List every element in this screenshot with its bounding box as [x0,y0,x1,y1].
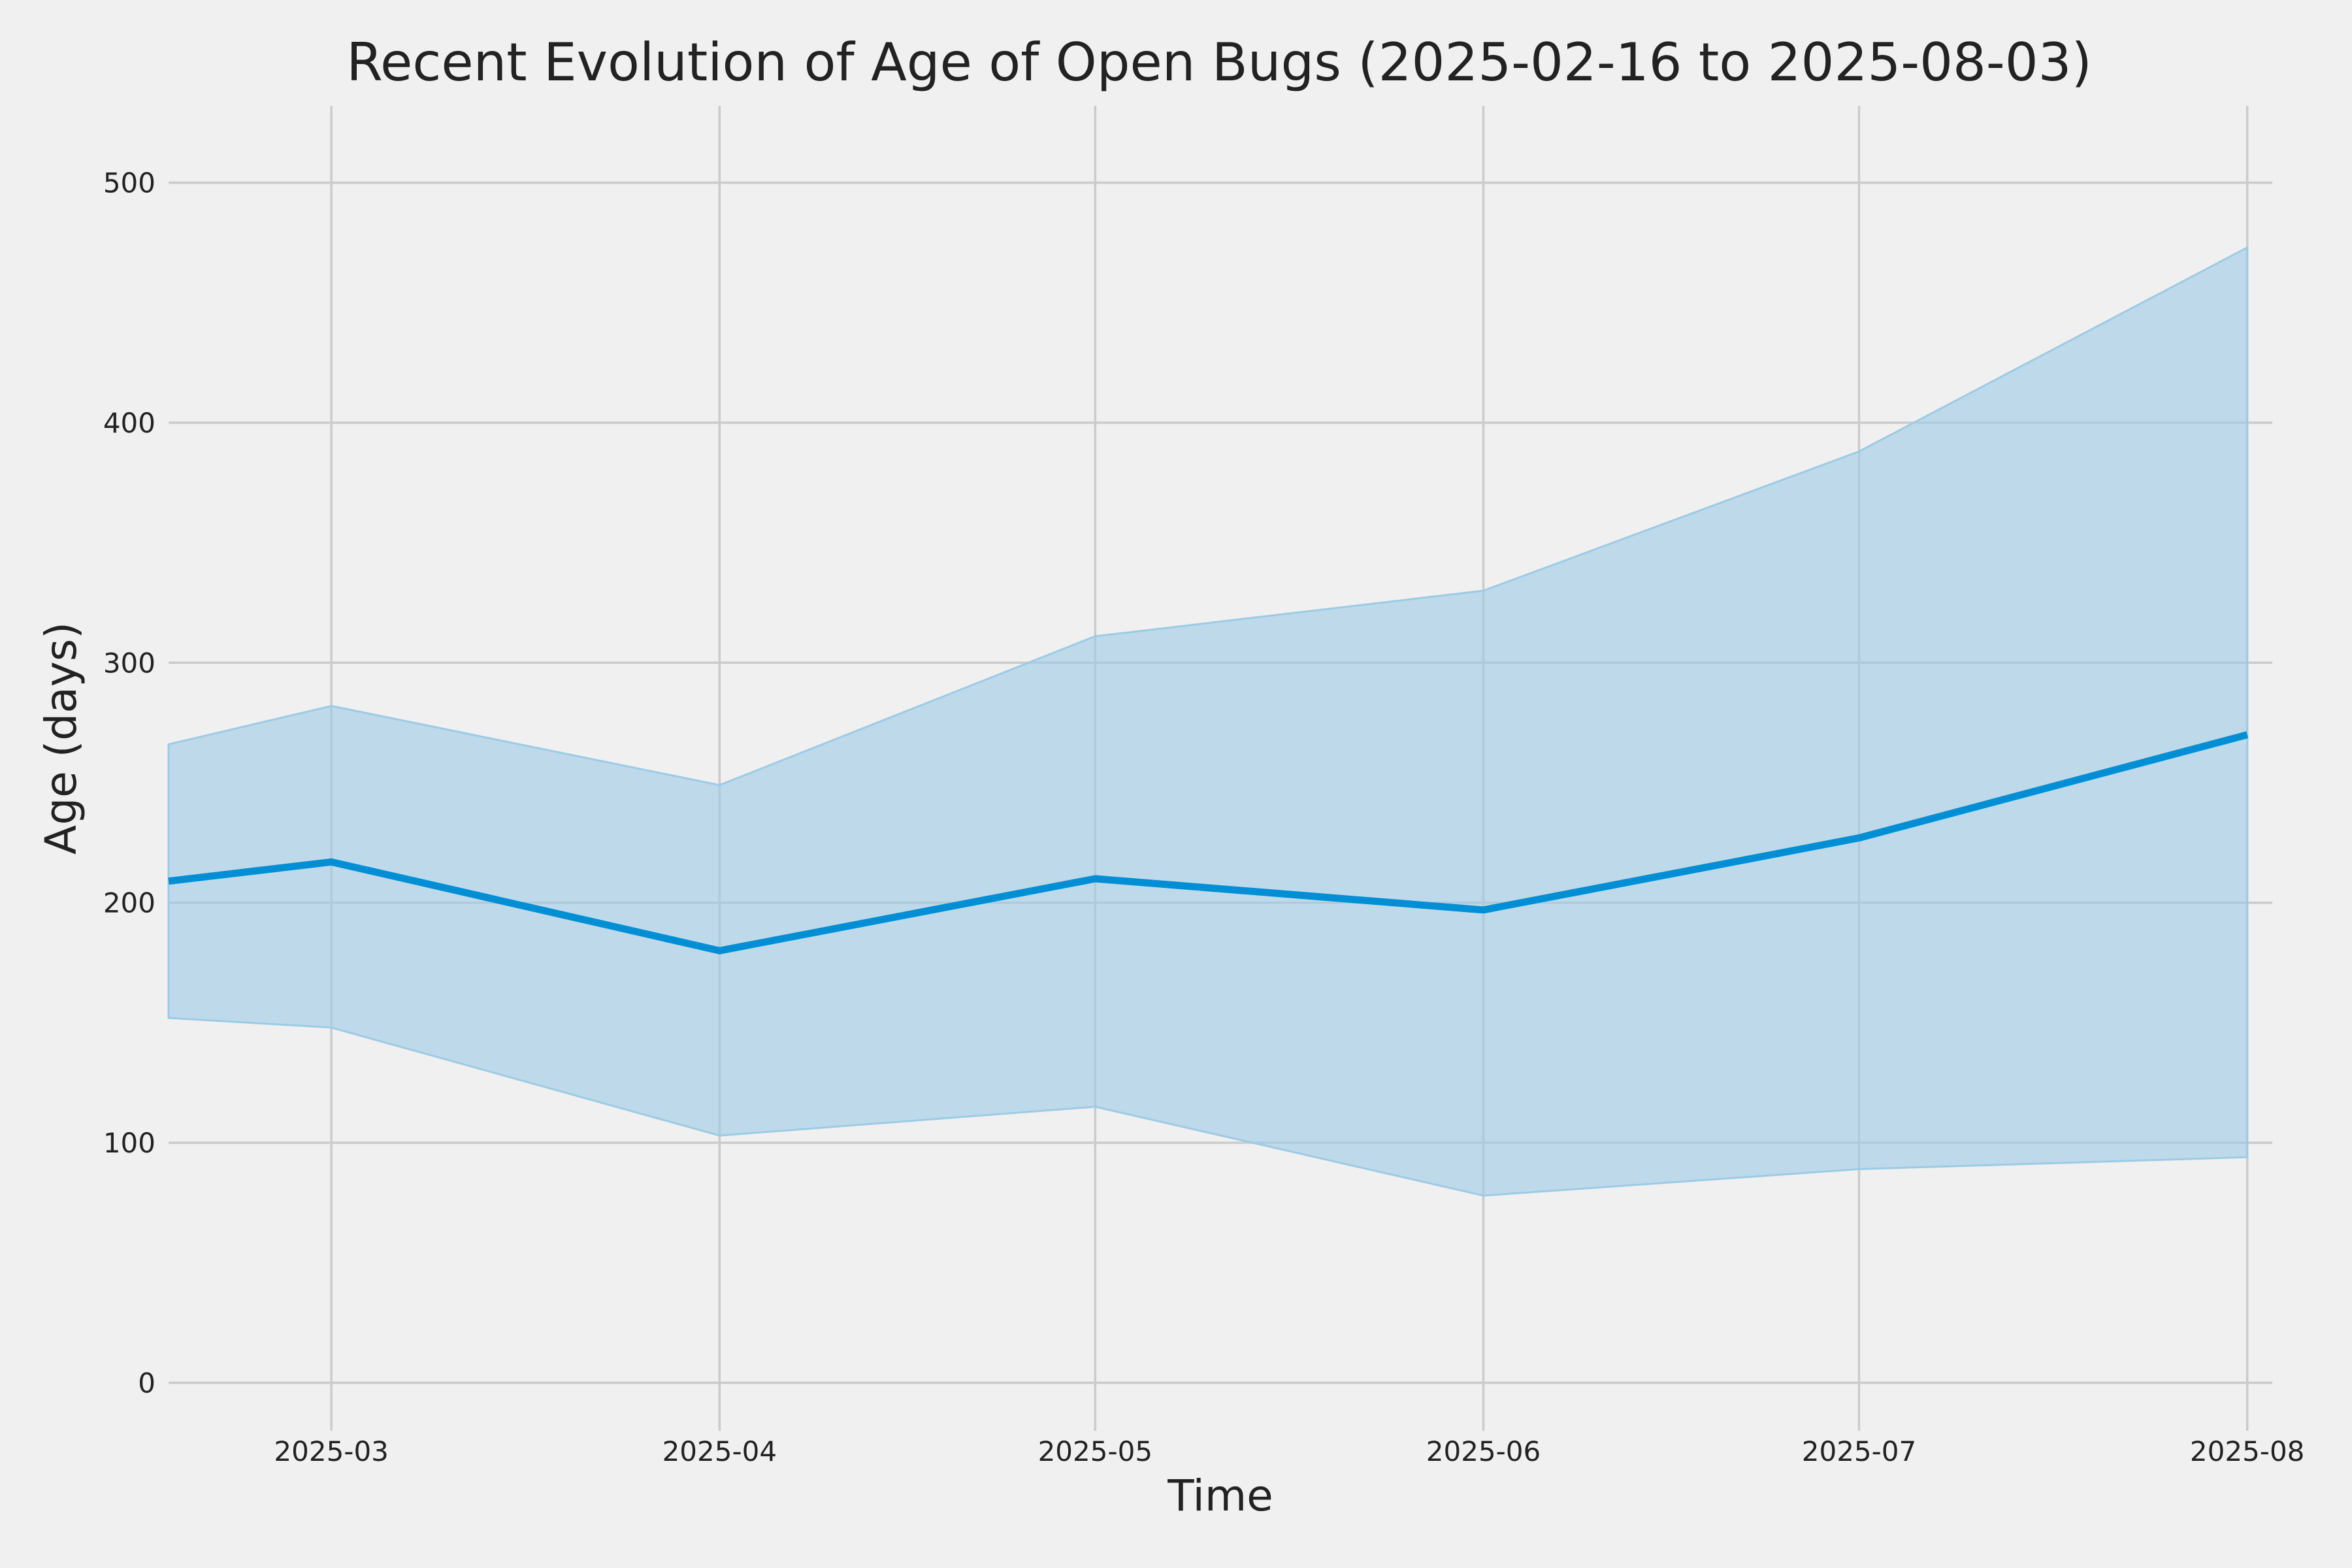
x-axis-label: Time [1167,1471,1273,1521]
y-tick-label: 0 [138,1367,155,1399]
tick-labels: 0 100 200 300 400 500 2025-03 2025-04 2025-05 202… [103,167,2305,1467]
confidence-band [167,246,2249,1197]
y-tick-label: 300 [103,647,155,679]
series-line [168,731,2249,955]
y-axis-label: Age (days) [36,622,86,855]
x-tick-label: 2025-06 [1426,1435,1541,1467]
x-tick-label: 2025-03 [274,1435,389,1467]
x-tick-label: 2025-08 [2190,1435,2305,1467]
x-tick-label: 2025-05 [1038,1435,1153,1467]
x-tick-label: 2025-07 [1802,1435,1917,1467]
chart-title: Recent Evolution of Age of Open Bugs (20… [346,32,2092,93]
x-tick-label: 2025-04 [662,1435,777,1467]
y-tick-label: 200 [103,887,155,919]
y-tick-label: 400 [103,407,155,439]
y-tick-label: 500 [103,167,155,199]
y-tick-label: 100 [103,1127,155,1159]
